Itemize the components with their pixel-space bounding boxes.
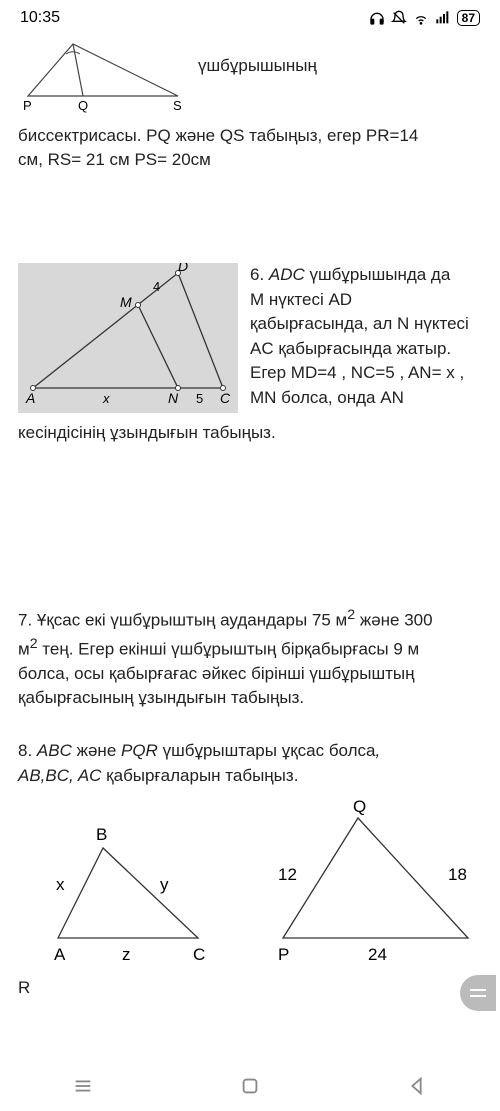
label-12: 12 [278,865,297,884]
document-content: P Q S үшбұрышының биссектрисасы. PQ және… [0,36,500,1001]
label-R-below: R [18,976,482,1001]
headphones-icon [369,10,385,26]
status-time: 10:35 [20,9,60,27]
q6-after: кесіндісінің ұзындығын табыңыз. [18,421,482,446]
label-P: P [23,98,32,113]
triangle-abc-figure: B x y A z C [18,798,248,976]
triangle-pqr-figure: Q 12 18 P 24 [248,798,488,976]
question-6-row: A D C M N 4 5 x 6. ADC үшбұрышында да M … [18,263,482,421]
status-icons: 87 [369,10,480,26]
question-7: 7. Ұқсас екі үшбұрыштың аудандары 75 м2 … [18,605,482,711]
label-x: x [102,391,110,406]
signal-icon [435,10,451,26]
status-bar: 10:35 87 [0,0,500,36]
label-S: S [173,98,182,113]
label-x: x [56,875,65,894]
label-C: C [193,945,205,964]
label-z: z [122,945,131,964]
q5-line2: см, RS= 21 см PS= 20см [18,148,482,173]
label-B: B [96,825,107,844]
label-y: y [160,875,169,894]
label-A: A [25,390,35,406]
triangle-adc-figure: A D C M N 4 5 x [18,263,238,421]
scroll-handle[interactable] [460,975,496,1011]
navigation-bar [0,1061,500,1111]
question-5-row: P Q S үшбұрышының [18,36,482,124]
q5-top-text: үшбұрышының [188,36,317,79]
question-8-figures: B x y A z C Q 12 18 P 24 [18,798,482,976]
bell-off-icon [391,10,407,26]
q6-text: 6. ADC үшбұрышында да M нүктесі AD қабыр… [238,263,469,411]
label-24: 24 [368,945,387,964]
label-18: 18 [448,865,467,884]
question-8: 8. ABC және PQR үшбұрыштары ұқсас болса,… [18,739,482,788]
label-N: N [168,390,179,406]
battery-icon: 87 [457,10,480,26]
label-D: D [178,263,188,274]
label-P: P [278,945,289,964]
label-Q: Q [78,98,88,113]
home-icon[interactable] [239,1075,261,1097]
label-Q: Q [353,798,366,816]
label-M: M [120,294,132,310]
label-C: C [220,390,231,406]
label-5: 5 [196,391,203,406]
label-4: 4 [153,279,160,294]
back-icon[interactable] [406,1075,428,1097]
triangle-prs-figure: P Q S [18,36,188,124]
wifi-icon [413,10,429,26]
recent-apps-icon[interactable] [72,1075,94,1097]
label-A: A [54,945,66,964]
q5-line1: биссектрисасы. PQ және QS табыңыз, егер … [18,124,482,149]
